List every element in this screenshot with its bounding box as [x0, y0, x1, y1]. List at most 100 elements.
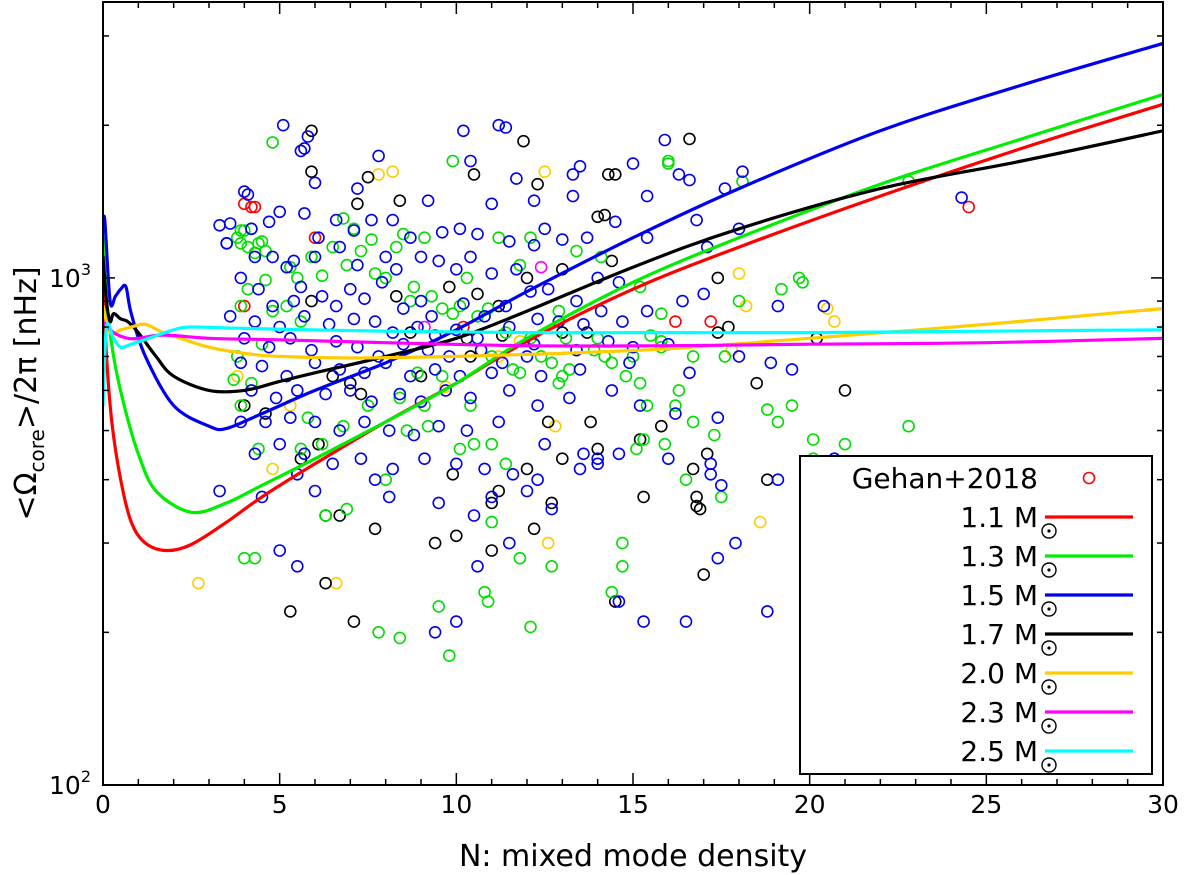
scatter-point-green-118	[425, 289, 438, 303]
scatter-point-blue-40	[435, 226, 449, 239]
scatter-point-yellow-10	[192, 576, 205, 590]
scatter-point-green-21	[524, 231, 537, 244]
solar-mass-dot	[1047, 568, 1051, 572]
scatter-point-black-2	[517, 134, 530, 148]
scatter-point-black-7	[601, 168, 615, 181]
scatter-point-blue-71	[570, 294, 583, 308]
scatter-point-green-115	[368, 267, 382, 280]
scatter-point-blue-79	[234, 271, 248, 285]
scatter-point-black-48	[838, 384, 852, 397]
scatter-point-blue-52	[732, 222, 746, 236]
scatter-point-blue-59	[333, 240, 347, 254]
scatter-point-green-71	[902, 419, 915, 433]
legend-label: 1.5 M	[960, 579, 1038, 612]
scatter-point-blue-24	[640, 189, 654, 203]
scatter-point-green-119	[435, 302, 449, 315]
legend-label: 2.5 M	[960, 735, 1038, 768]
scatter-point-blue-203	[771, 473, 785, 487]
scatter-point-black-13	[711, 271, 725, 285]
scatter-point-blue-35	[329, 213, 343, 227]
scatter-point-blue-97	[577, 317, 590, 331]
scatter-point-black-51	[690, 490, 703, 504]
series-line-2-0-m	[103, 304, 1163, 360]
scatter-point-magenta-1	[534, 260, 548, 274]
scatter-point-green-50	[534, 350, 548, 363]
scatter-point-black-46	[686, 462, 700, 476]
scatter-point-green-99	[315, 437, 329, 451]
scatter-point-blue-214	[502, 536, 516, 550]
scatter-point-green-64	[707, 428, 721, 442]
scatter-point-black-11	[591, 210, 605, 224]
scatter-point-green-104	[234, 399, 248, 412]
scatter-point-blue-6	[298, 142, 311, 155]
scatter-point-blue-23	[566, 189, 580, 203]
scatter-point-blue-45	[538, 222, 552, 236]
scatter-point-blue-22	[527, 194, 541, 207]
scatter-point-blue-26	[736, 165, 749, 178]
scatter-point-blue-80	[252, 282, 265, 296]
scatter-point-blue-177	[538, 437, 552, 451]
scatter-point-blue-65	[449, 262, 463, 276]
x-tick-label: 10	[440, 790, 472, 819]
scatter-point-red-4	[308, 231, 322, 244]
scatter-point-blue-162	[605, 384, 619, 397]
scatter-point-blue-12	[308, 176, 322, 190]
scatter-point-blue-201	[704, 467, 718, 481]
legend-entry-5: 2.0 M	[960, 657, 1133, 695]
scatter-point-blue-190	[449, 457, 463, 471]
solar-mass-symbol-icon	[1041, 679, 1057, 695]
scatter-point-blue-53	[220, 237, 233, 250]
scatter-point-green-97	[248, 551, 262, 565]
scatter-point-blue-31	[262, 215, 276, 229]
scatter-point-green-51	[555, 369, 569, 383]
scatter-point-blue-106	[368, 315, 382, 328]
scatter-point-black-19	[495, 329, 509, 342]
scatter-point-green-110	[305, 250, 318, 264]
scatter-point-blue-178	[577, 447, 590, 461]
scatter-point-blue-81	[266, 299, 279, 313]
scatter-point-blue-17	[238, 185, 251, 198]
scatter-point-blue-48	[608, 215, 622, 229]
scatter-point-blue-34	[312, 231, 325, 244]
scatter-point-blue-213	[471, 559, 484, 573]
legend-label: 1.1 M	[960, 501, 1038, 534]
scatter-point-blue-56	[280, 260, 294, 274]
scatter-point-blue-192	[506, 467, 520, 481]
scatter-point-yellow-9	[266, 462, 279, 476]
scatter-point-blue-152	[319, 387, 332, 401]
scatter-point-blue-148	[785, 363, 799, 376]
scatter-point-blue-103	[298, 309, 311, 323]
scatter-point-green-83	[481, 595, 495, 608]
scatter-point-blue-98	[594, 304, 608, 318]
scatter-point-black-15	[305, 294, 318, 308]
scatter-point-blue-44	[527, 238, 541, 252]
scatter-point-green-67	[771, 415, 785, 429]
scatter-point-blue-4	[457, 124, 470, 138]
scatter-point-blue-206	[308, 484, 322, 498]
scatter-point-black-1	[683, 132, 696, 146]
scatter-point-black-25	[520, 271, 534, 285]
y-tick-label: 103	[49, 260, 91, 293]
scatter-point-blue-58	[308, 250, 322, 264]
scatter-point-blue-198	[485, 490, 499, 504]
series-line-1-7-m	[103, 129, 1163, 394]
solar-mass-symbol-icon	[1041, 757, 1057, 773]
scatter-point-black-61	[527, 522, 541, 536]
x-tick-label: 5	[272, 790, 288, 819]
series-line-2-3-m	[103, 320, 1163, 348]
scatter-point-blue-64	[432, 254, 446, 268]
scatter-point-blue-20	[421, 194, 435, 207]
scatter-point-black-4	[361, 170, 375, 184]
scatter-point-green-117	[407, 280, 421, 294]
scatter-point-blue-217	[679, 615, 693, 628]
scatter-point-green-100	[301, 411, 315, 425]
scatter-point-green-94	[340, 502, 354, 516]
scatter-point-blue-191	[478, 462, 491, 476]
scatter-point-blue-193	[531, 473, 544, 487]
solar-mass-symbol-icon	[1041, 640, 1057, 656]
scatter-point-blue-164	[669, 407, 682, 420]
scatter-point-green-36	[732, 294, 746, 308]
scatter-point-black-12	[598, 208, 612, 222]
series-line-1-5-m	[103, 41, 1163, 432]
scatter-point-yellow-13	[548, 419, 562, 433]
